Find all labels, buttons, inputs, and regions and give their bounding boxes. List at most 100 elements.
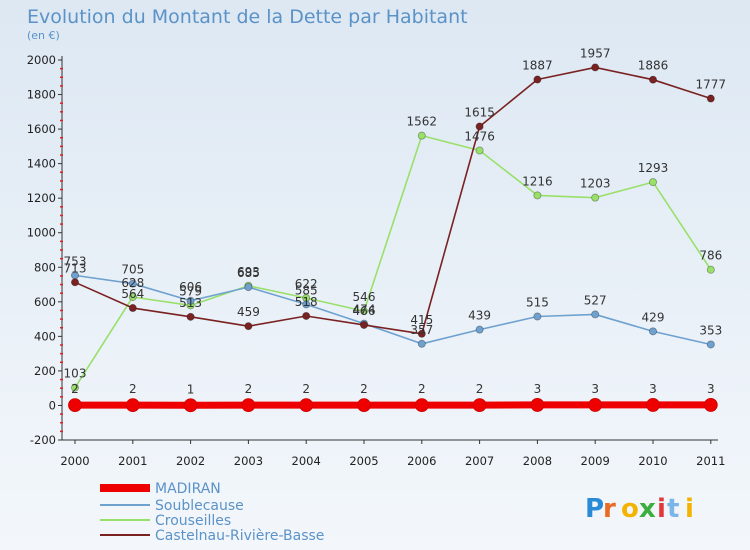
- x-tick-label: 2005: [349, 454, 378, 468]
- series-point-0: [299, 398, 314, 413]
- data-label-1: 705: [121, 263, 144, 277]
- legend-label: Castelnau-Rivière-Basse: [155, 528, 324, 544]
- series-point-2: [359, 307, 368, 316]
- data-label-0: 3: [649, 382, 657, 396]
- series-point-0: [472, 398, 487, 413]
- series-point-0: [357, 398, 371, 413]
- series-point-1: [244, 283, 253, 292]
- data-label-3: 1777: [696, 78, 727, 92]
- data-label-2: 103: [64, 367, 87, 381]
- series-line-3: [74, 66, 712, 335]
- logo-letter: P: [585, 494, 604, 524]
- data-label-2: 786: [699, 249, 722, 263]
- series-point-3: [706, 94, 715, 103]
- data-label-0: 2: [418, 382, 426, 396]
- series-point-0: [414, 398, 429, 413]
- data-label-2: 628: [121, 276, 144, 290]
- series-point-3: [649, 75, 658, 84]
- data-label-2: 546: [353, 290, 376, 304]
- logo-letter: i: [685, 494, 694, 524]
- series-point-3: [128, 304, 137, 313]
- series-point-1: [591, 310, 600, 319]
- y-tick-label: 2000: [27, 53, 56, 67]
- data-label-3: 415: [410, 313, 433, 327]
- y-tick-label: -200: [30, 433, 56, 447]
- data-label-0: 3: [534, 382, 542, 396]
- data-label-3: 513: [179, 296, 202, 310]
- series-point-2: [533, 191, 542, 200]
- series-point-0: [241, 398, 256, 413]
- series-point-1: [417, 339, 426, 348]
- x-tick-label: 2006: [407, 454, 436, 468]
- logo-letter: i: [657, 494, 666, 524]
- data-label-1: 439: [468, 309, 491, 323]
- y-tick-label: 1800: [27, 88, 56, 102]
- data-label-3: 518: [295, 295, 318, 309]
- series-point-2: [591, 193, 600, 202]
- logo-letter: o: [621, 494, 639, 524]
- series-point-3: [359, 320, 368, 329]
- series-point-2: [128, 292, 137, 301]
- data-label-3: 1957: [580, 46, 611, 60]
- data-label-1: 585: [295, 283, 318, 297]
- series-point-3: [71, 278, 80, 287]
- data-label-0: 2: [129, 382, 137, 396]
- x-tick-label: 2009: [581, 454, 610, 468]
- series-point-0: [703, 398, 718, 412]
- data-label-3: 1615: [464, 106, 495, 120]
- data-label-1: 429: [642, 310, 665, 324]
- x-tick-label: 2000: [60, 454, 89, 468]
- data-label-1: 753: [64, 254, 87, 268]
- data-label-2: 1293: [638, 161, 669, 175]
- data-label-2: 622: [295, 277, 318, 291]
- series-point-2: [706, 265, 715, 274]
- data-label-3: 466: [353, 304, 376, 318]
- y-tick-label: 600: [34, 295, 56, 309]
- data-label-0: 2: [71, 382, 79, 396]
- data-label-3: 459: [237, 305, 260, 319]
- series-point-3: [186, 312, 195, 321]
- data-label-0: 2: [245, 382, 253, 396]
- data-label-1: 515: [526, 296, 549, 310]
- series-point-0: [183, 398, 198, 413]
- series-point-0: [646, 398, 660, 412]
- x-tick-label: 2003: [234, 454, 263, 468]
- series-point-2: [649, 178, 658, 187]
- logo-letter: t: [667, 494, 679, 524]
- series-point-0: [125, 398, 140, 413]
- y-tick-label: 800: [34, 260, 56, 274]
- series-point-0: [68, 398, 82, 413]
- y-tick-label: 1400: [27, 157, 56, 171]
- y-tick-label: 1200: [27, 191, 56, 205]
- series-point-1: [128, 279, 137, 288]
- series-point-2: [71, 383, 80, 392]
- series-point-1: [475, 325, 484, 334]
- legend-label: Crouseilles: [155, 513, 231, 529]
- series-point-3: [591, 63, 600, 72]
- series-point-1: [302, 300, 311, 309]
- x-tick-label: 2008: [523, 454, 552, 468]
- series-point-3: [475, 122, 484, 131]
- data-label-0: 2: [476, 382, 484, 396]
- data-label-3: 564: [121, 287, 144, 301]
- y-tick-label: 1600: [27, 122, 56, 136]
- data-label-0: 3: [591, 382, 599, 396]
- series-point-3: [533, 75, 542, 84]
- series-point-2: [417, 131, 426, 140]
- data-label-2: 693: [237, 265, 260, 279]
- data-label-2: 1562: [407, 115, 438, 129]
- legend-label: Soublecause: [155, 498, 244, 514]
- proxiti-logo: Pr o x i t i: [585, 494, 694, 524]
- logo-letter: r: [603, 494, 616, 524]
- series-group: 2 2 1 2 2 2 2 2 3 3 3 3 753 705 606 685 585 474 357 439 515 5…: [64, 46, 727, 413]
- data-label-0: 1: [187, 382, 195, 396]
- y-tick-label: 400: [34, 329, 56, 343]
- x-tick-label: 2007: [465, 454, 494, 468]
- data-label-1: 527: [584, 293, 607, 307]
- y-tick-label: 1000: [27, 226, 56, 240]
- x-tick-label: 2004: [292, 454, 321, 468]
- axes: 2000 1800 1600 1400 1200 1000 800 600 400 2000 -20…: [27, 53, 726, 468]
- legend: MADIRANSoublecauseCrouseillesCastelnau-R…: [100, 481, 324, 544]
- data-label-1: 606: [179, 280, 202, 294]
